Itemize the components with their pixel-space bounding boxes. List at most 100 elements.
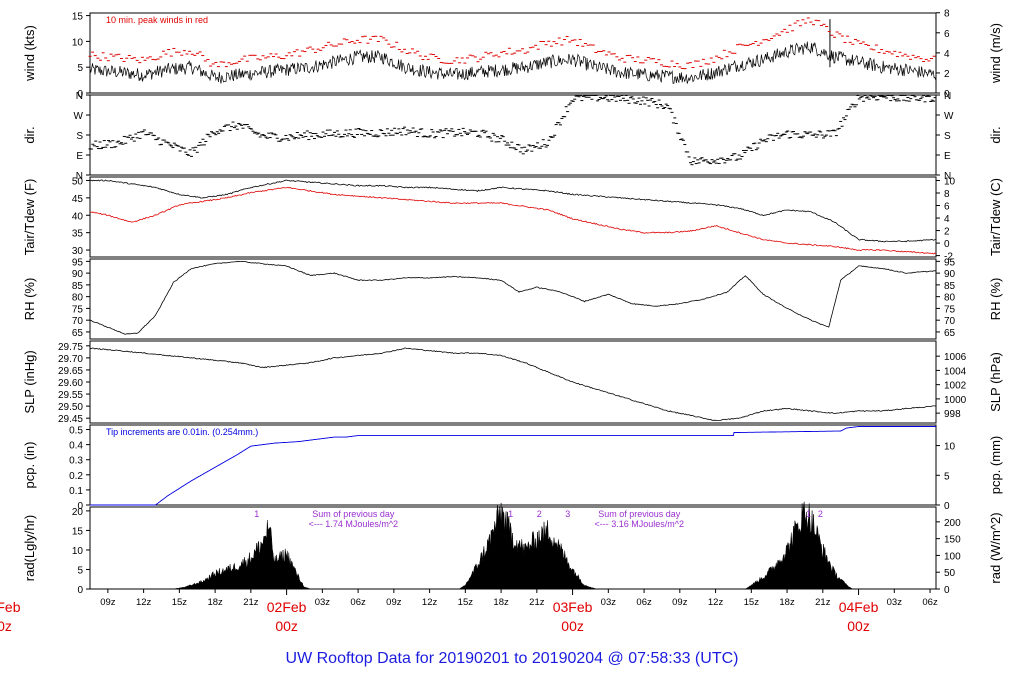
tick-label-left-wind: 5 <box>77 63 83 74</box>
time-tick-label: 12z <box>422 597 438 608</box>
day-date-label: 03Feb <box>553 599 593 615</box>
rad-peak-marker: 1 <box>806 509 811 519</box>
day-hour-label: 00z <box>561 618 584 634</box>
tick-label-right-wind: 2 <box>944 69 950 80</box>
series-temp-0 <box>89 179 937 243</box>
tick-label-right-temp: 2 <box>944 227 950 238</box>
tick-label-right-dir: S <box>944 131 951 142</box>
ylabel-left-wind: wind (kts) <box>22 25 37 82</box>
rad-peak-marker: 2 <box>818 509 823 519</box>
day-date-label: 02Feb <box>267 599 307 615</box>
time-tick-label: 06z <box>636 597 652 608</box>
panel-frame-pcp <box>89 424 937 506</box>
time-tick-label: 18z <box>207 597 223 608</box>
tick-label-left-rh: 80 <box>72 293 84 304</box>
tick-label-right-temp: 8 <box>944 189 950 200</box>
day-hour-label: 00z <box>847 618 870 634</box>
tick-label-left-rh: 70 <box>72 316 84 327</box>
tick-label-left-rh: 90 <box>72 269 84 280</box>
daily-sum-value: <--- 3.16 MJoules/m^2 <box>595 519 685 529</box>
series-wind-direction <box>88 94 937 166</box>
tick-label-left-temp: 50 <box>72 176 84 187</box>
ylabel-right-temp: Tair/Tdew (C) <box>988 178 1003 256</box>
tick-label-right-dir: W <box>944 111 954 122</box>
tick-label-left-slp: 29.75 <box>58 342 83 353</box>
tick-label-right-rh: 80 <box>944 293 956 304</box>
tick-label-left-rad: 5 <box>77 565 83 576</box>
tick-label-right-temp: -2 <box>944 252 953 263</box>
tick-label-left-temp: 30 <box>72 246 84 257</box>
tick-label-left-rad: 20 <box>72 507 84 518</box>
panel-frame-rh <box>89 258 937 340</box>
tick-label-right-rad: 150 <box>944 535 961 546</box>
time-tick-label: 21z <box>815 597 831 608</box>
tick-label-right-pcp: 5 <box>944 471 950 482</box>
annotation-pcp: Tip increments are 0.01in. (0.254mm.) <box>106 427 258 437</box>
tick-label-right-slp: 998 <box>944 409 961 420</box>
tick-label-left-wind: 10 <box>72 37 84 48</box>
tick-label-right-rad: 0 <box>944 585 950 596</box>
rad-peak-marker: 1 <box>254 509 259 519</box>
tick-label-right-wind: 6 <box>944 29 950 40</box>
ylabel-left-dir: dir. <box>22 126 37 143</box>
ylabel-right-dir: dir. <box>988 126 1003 143</box>
tick-label-left-pcp: 0.3 <box>69 456 83 467</box>
day-hour-label: 00z <box>275 618 298 634</box>
tick-label-left-slp: 29.45 <box>58 414 83 425</box>
ylabel-left-rad: rad(Lgly/hr) <box>22 515 37 581</box>
tick-label-right-rad: 100 <box>944 551 961 562</box>
time-tick-label: 12z <box>708 597 724 608</box>
tick-label-right-rh: 85 <box>944 281 956 292</box>
tick-label-left-rh: 95 <box>72 257 84 268</box>
tick-label-right-slp: 1006 <box>944 352 967 363</box>
tick-label-left-pcp: 0.2 <box>69 471 83 482</box>
tick-label-right-temp: 6 <box>944 202 950 213</box>
tick-label-left-temp: 35 <box>72 229 84 240</box>
tick-label-left-slp: 29.65 <box>58 366 83 377</box>
tick-label-left-dir: N <box>76 91 83 102</box>
tick-label-left-slp: 29.70 <box>58 354 83 365</box>
tick-label-left-pcp: 0 <box>77 501 83 512</box>
tick-label-right-slp: 1002 <box>944 381 967 392</box>
tick-label-right-slp: 1004 <box>944 366 967 377</box>
tick-label-right-wind: 0 <box>944 89 950 100</box>
tick-label-right-dir: N <box>944 91 951 102</box>
tick-label-left-rh: 85 <box>72 281 84 292</box>
time-tick-label: 15z <box>458 597 474 608</box>
tick-label-right-rh: 95 <box>944 257 956 268</box>
ylabel-right-wind: wind (m/s) <box>988 23 1003 84</box>
daily-sum-value: <--- 1.74 MJoules/m^2 <box>309 519 399 529</box>
tick-label-right-rh: 75 <box>944 304 956 315</box>
tick-label-right-temp: 4 <box>944 214 950 225</box>
footer-title: UW Rooftop Data for 20190201 to 20190204… <box>285 650 739 667</box>
rad-peak-marker: 3 <box>565 509 570 519</box>
time-tick-label: 09z <box>386 597 402 608</box>
tick-label-right-wind: 8 <box>944 9 950 20</box>
series-wind-speed <box>89 41 937 84</box>
day-date-label: 04Feb <box>839 599 879 615</box>
rad-peak-marker: 2 <box>537 509 542 519</box>
tick-label-left-pcp: 0.1 <box>69 486 83 497</box>
tick-label-left-rad: 10 <box>72 546 84 557</box>
tick-label-left-dir: S <box>76 131 83 142</box>
time-tick-label: 21z <box>529 597 545 608</box>
time-tick-label: 15z <box>744 597 760 608</box>
tick-label-left-rh: 65 <box>72 328 84 339</box>
day-date-label: 01Feb <box>0 599 21 615</box>
time-tick-label: 12z <box>136 597 152 608</box>
daily-sum-label: Sum of previous day <box>598 509 681 519</box>
series-pcp-0 <box>90 426 936 506</box>
tick-label-left-temp: 45 <box>72 194 84 205</box>
ylabel-right-pcp: pcp. (mm) <box>988 436 1003 495</box>
tick-label-left-slp: 29.50 <box>58 402 83 413</box>
series-solar-radiation <box>90 501 936 590</box>
tick-label-left-pcp: 0.5 <box>69 426 83 437</box>
tick-label-right-rh: 90 <box>944 269 956 280</box>
series-slp-0 <box>89 347 937 421</box>
daily-sum-label: Sum of previous day <box>312 509 395 519</box>
tick-label-left-dir: E <box>76 151 83 162</box>
day-hour-label: 00z <box>0 618 12 634</box>
rad-peak-marker: 1 <box>508 509 513 519</box>
tick-label-left-pcp: 0.4 <box>69 441 83 452</box>
